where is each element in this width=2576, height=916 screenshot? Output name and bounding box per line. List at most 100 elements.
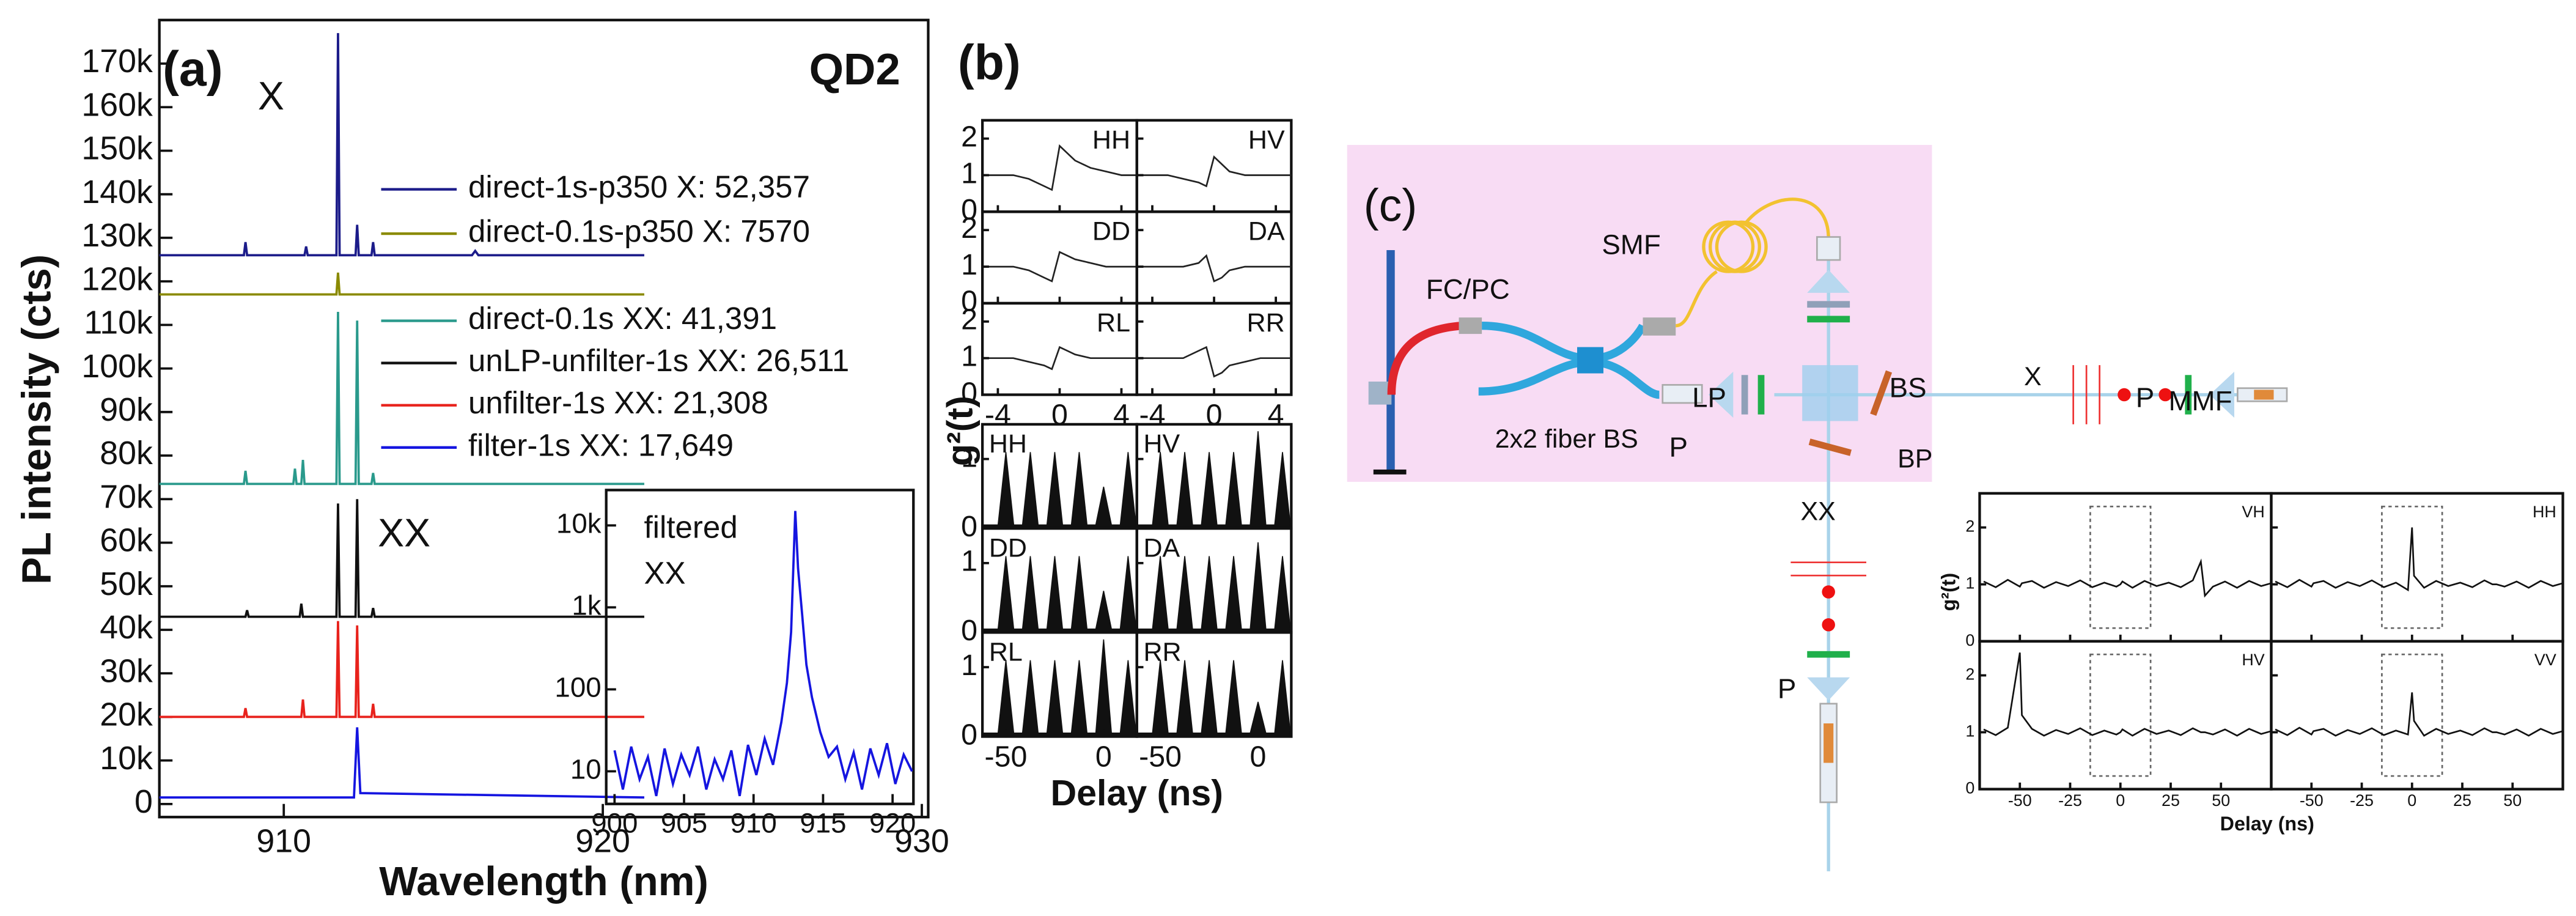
g2-line <box>1983 558 2272 598</box>
y-axis-label: PL intensity (cts) <box>13 254 59 585</box>
annotation: filtered <box>644 509 738 544</box>
spectrum-line <box>159 499 644 618</box>
spectrum-line <box>159 311 644 486</box>
y-tick-label: 0 <box>961 510 977 543</box>
waveplate <box>1741 375 1748 415</box>
annotation: XX <box>378 511 430 555</box>
x-tick-label: -50 <box>2008 791 2032 810</box>
panel-name: RL <box>1097 308 1130 338</box>
setup-label: X <box>2024 362 2042 391</box>
beam-splitter-cube <box>1802 365 1858 421</box>
window-box <box>2381 653 2443 777</box>
setup-label: P <box>1778 673 1796 704</box>
y-tick-label: 1 <box>961 248 977 281</box>
fiber-port <box>1816 236 1841 261</box>
x-tick-label: 0 <box>1250 741 1267 774</box>
y-tick-label: 140k <box>81 174 153 210</box>
filter <box>1870 370 1893 416</box>
setup-label: MMF <box>2169 385 2232 416</box>
panel-name: HH <box>989 429 1027 459</box>
panel-name: DA <box>1248 217 1285 246</box>
dot <box>1822 618 1835 632</box>
lens <box>1709 371 1734 418</box>
spectrum-line <box>159 33 644 257</box>
setup-label: 2x2 fiber BS <box>1495 424 1638 454</box>
setup-label: LP <box>1692 382 1726 413</box>
window-box <box>2089 505 2152 629</box>
panel-name: RR <box>1144 638 1182 667</box>
legend-label: unfilter-1s XX: 21,308 <box>468 385 768 420</box>
setup-diagram <box>1347 145 2288 871</box>
y-tick-label: 60k <box>100 522 153 559</box>
y-tick-label: 1 <box>961 339 977 372</box>
panel-frame <box>2270 492 2564 643</box>
y-tick-label: 10 <box>570 753 602 785</box>
annotation: X <box>258 74 284 118</box>
panel-name: HH <box>2533 503 2556 521</box>
y-tick-label: 80k <box>100 435 153 471</box>
g2-line <box>982 345 1137 371</box>
panel-name: HV <box>2242 651 2264 669</box>
y-tick-label: 0 <box>1965 779 1974 797</box>
x-tick-label: 0 <box>1095 741 1112 774</box>
x-tick-label: 0 <box>2407 791 2416 810</box>
legend-label: direct-0.1s XX: 41,391 <box>468 301 777 336</box>
area <box>1136 660 1291 737</box>
lens <box>1807 270 1850 293</box>
x-tick-label: 0 <box>1206 399 1223 432</box>
lens <box>1807 677 1850 701</box>
panel-name: VV <box>2534 651 2556 669</box>
setup-background <box>1347 145 1932 482</box>
y-tick-label: 0 <box>961 614 977 647</box>
x-tick-label: -25 <box>2058 791 2082 810</box>
g2-line <box>1983 652 2272 737</box>
g2-line <box>982 144 1137 191</box>
x-tick-label: -4 <box>1139 399 1166 432</box>
y-tick-label: 0 <box>961 285 977 318</box>
polarizer <box>1807 316 1850 323</box>
x-tick-label: 930 <box>894 822 949 859</box>
g2-line <box>1136 345 1292 378</box>
y-tick-label: 1 <box>961 649 977 682</box>
area <box>982 452 1136 529</box>
g2-line <box>1136 155 1292 188</box>
x-tick-label: 0 <box>1051 399 1068 432</box>
mmf <box>2254 390 2274 400</box>
setup-label: FC/PC <box>1426 273 1510 305</box>
x-tick-label: -25 <box>2350 791 2374 810</box>
panel-label: (a) <box>163 42 223 97</box>
area <box>982 639 1136 737</box>
y-axis-label: g²(t) <box>939 396 980 466</box>
y-tick-label: 90k <box>100 391 153 428</box>
dot <box>2158 388 2172 402</box>
mmf <box>1823 723 1834 763</box>
panel-name: HH <box>1092 125 1130 155</box>
panel-frame <box>2270 640 2564 791</box>
setup-label: XX <box>1801 497 1836 526</box>
y-tick-label: 2 <box>961 120 977 153</box>
panel-name: VH <box>2242 503 2264 521</box>
spectrum-line <box>159 621 644 718</box>
inset-background <box>605 489 915 805</box>
y-tick-label: 1 <box>961 157 977 190</box>
x-tick-label: 50 <box>2503 791 2522 810</box>
x-axis-label: Wavelength (nm) <box>379 859 708 904</box>
y-tick-label: 70k <box>100 478 153 515</box>
panel-name: DD <box>1092 217 1130 246</box>
panel-name: RR <box>1247 308 1285 338</box>
x-tick-label: 915 <box>800 808 846 839</box>
dot <box>1822 585 1835 599</box>
panel-name: HV <box>1248 125 1285 155</box>
polarizer <box>1807 651 1850 658</box>
legend-label: direct-0.1s-p350 X: 7570 <box>468 214 810 249</box>
panel-name: DA <box>1144 533 1180 563</box>
legend-label: filter-1s XX: 17,649 <box>468 427 734 462</box>
x-tick-label: 4 <box>1113 399 1130 432</box>
y-tick-label: 10k <box>100 740 153 777</box>
y-tick-label: 0 <box>961 376 977 409</box>
y-tick-label: 170k <box>81 43 153 79</box>
y-tick-label: 1 <box>961 440 977 473</box>
polarizer <box>2185 375 2192 415</box>
panel-name: DD <box>989 533 1027 563</box>
